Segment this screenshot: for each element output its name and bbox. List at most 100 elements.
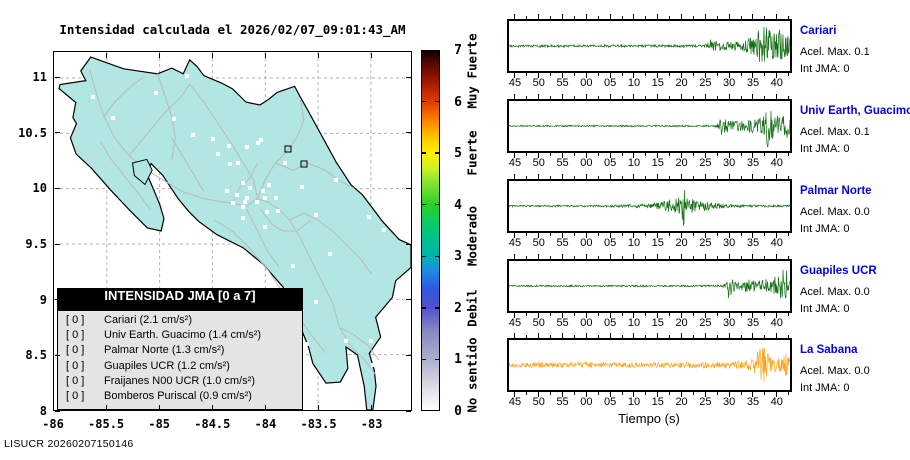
panel-time-label: 20: [675, 77, 688, 89]
panel-time-label: 40: [770, 157, 783, 169]
panel-tick: [526, 153, 528, 156]
station-name-label: Palmar Norte: [800, 185, 872, 197]
panel-tick: [788, 256, 790, 259]
map-tick: [105, 52, 107, 58]
panel-tick: [585, 73, 587, 78]
panel-tick: [562, 392, 564, 397]
panel-time-label: 00: [580, 237, 593, 249]
panel-tick: [776, 14, 778, 19]
station-marker: [110, 115, 115, 120]
seismogram-panel: [507, 99, 792, 153]
map-tick: [105, 404, 107, 410]
panel-tick: [764, 73, 766, 76]
panel-tick: [776, 313, 778, 318]
panel-tick: [669, 73, 671, 76]
station-marker: [258, 138, 263, 143]
panel-tick: [538, 313, 540, 318]
panel-tick: [752, 153, 754, 158]
road-line: [247, 210, 279, 267]
panel-tick: [573, 256, 575, 259]
panel-time-label: 55: [556, 77, 569, 89]
panel-tick: [585, 392, 587, 397]
panel-tick: [597, 313, 599, 316]
panel-tick: [573, 96, 575, 99]
panel-tick: [740, 153, 742, 156]
map-tick: [211, 52, 213, 58]
station-marker: [185, 73, 190, 78]
panel-tick: [740, 313, 742, 316]
panel-tick: [562, 73, 564, 78]
panel-tick: [609, 233, 611, 238]
seismogram-panel: [507, 259, 792, 313]
station-marker: [266, 182, 271, 187]
map-tick: [264, 404, 266, 410]
panel-tick: [526, 335, 528, 338]
road-line: [261, 210, 311, 231]
legend-row-value: [ 0 ]: [66, 374, 85, 387]
panel-tick: [585, 254, 587, 259]
map-tick: [405, 299, 411, 301]
panel-tick: [728, 94, 730, 99]
panel-tick: [776, 73, 778, 78]
panel-tick: [585, 174, 587, 179]
panel-time-label: 35: [746, 157, 760, 169]
station-jma-label: Int JMA: 0: [800, 223, 850, 235]
map-tick: [405, 132, 411, 134]
panel-time-label: 25: [699, 237, 712, 249]
panel-tick: [728, 313, 730, 318]
panel-tick: [645, 392, 647, 395]
panel-tick: [633, 333, 635, 338]
map-x-tick-label: -84.5: [194, 417, 231, 431]
panel-tick: [681, 333, 683, 338]
station-marker: [305, 342, 310, 347]
panel-tick: [716, 16, 718, 19]
colorbar-tick: [435, 358, 440, 361]
panel-tick: [562, 14, 564, 19]
legend-row-label: Guapiles UCR (1.2 cm/s²): [104, 359, 230, 372]
panel-tick: [597, 256, 599, 259]
panel-tick: [692, 392, 694, 395]
panel-tick: [704, 153, 706, 158]
map-tick: [54, 132, 60, 134]
panel-tick: [526, 176, 528, 179]
panel-tick: [585, 313, 587, 318]
panel-tick: [645, 313, 647, 316]
legend-row-value: [ 0 ]: [66, 329, 85, 342]
waveform-trace: [509, 269, 790, 299]
intensity-colorbar: [421, 50, 440, 411]
panel-time-label: 15: [651, 77, 664, 89]
map-tick: [371, 404, 373, 410]
waveform-trace: [509, 110, 790, 148]
panel-tick: [681, 94, 683, 99]
panel-tick: [621, 335, 623, 338]
station-marker: [313, 299, 318, 304]
station-marker: [367, 214, 372, 219]
panel-time-label: 35: [746, 77, 760, 89]
panel-tick: [550, 73, 552, 76]
panel-tick: [585, 153, 587, 158]
map-y-tick-label: 9.5: [25, 237, 47, 252]
map-tick: [54, 187, 60, 189]
map-y-tick-label: 8: [39, 404, 47, 418]
panel-tick: [550, 16, 552, 19]
map-title: Intensidad calculada el 2026/02/07_09:01…: [59, 22, 406, 37]
map-y-tick-label: 9: [39, 292, 47, 307]
panel-tick: [776, 94, 778, 99]
panel-tick: [633, 174, 635, 179]
panel-tick: [657, 333, 659, 338]
panel-tick: [657, 14, 659, 19]
panel-tick: [716, 96, 718, 99]
panel-tick: [669, 176, 671, 179]
panel-tick: [621, 256, 623, 259]
panel-tick: [764, 256, 766, 259]
map-tick: [318, 404, 320, 410]
station-marker: [275, 208, 280, 213]
panel-tick: [573, 176, 575, 179]
map-tick: [54, 299, 60, 301]
panel-tick: [550, 153, 552, 156]
station-marker: [254, 199, 259, 204]
panel-tick: [609, 313, 611, 318]
station-marker: [264, 209, 269, 214]
waveform-trace: [509, 189, 790, 226]
